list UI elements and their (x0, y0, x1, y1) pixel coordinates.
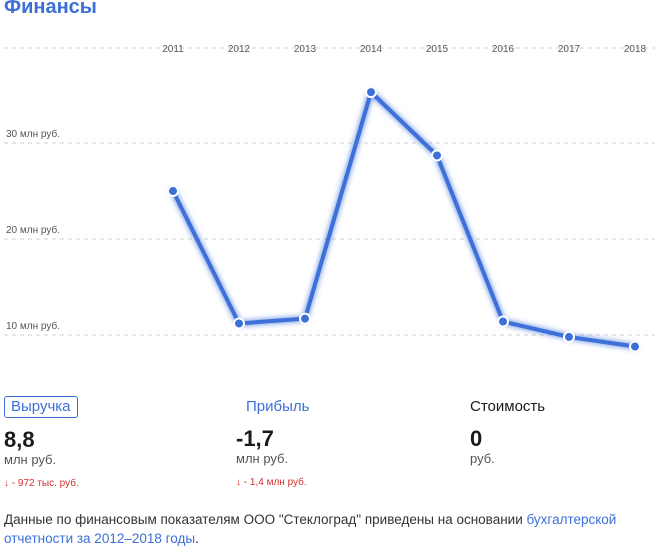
metric-profit: Прибыль -1,7 млн руб. ↓ - 1,4 млн руб. (236, 397, 310, 488)
profit-unit: млн руб. (236, 451, 289, 466)
profit-change: ↓ - 1,4 млн руб. (236, 477, 307, 488)
cost-value: 0 (470, 426, 483, 451)
series-line (171, 90, 637, 349)
x-tick-label: 2017 (558, 44, 581, 55)
metric-cost: Стоимость 0 руб. (470, 397, 545, 467)
data-point[interactable] (629, 340, 641, 353)
footer-note: Данные по финансовым показателям ООО "Ст… (4, 510, 654, 548)
grid (4, 47, 655, 336)
footer-text: Данные по финансовым показателям ООО "Ст… (4, 512, 527, 527)
x-tick-label: 2012 (228, 44, 251, 55)
page-title: Финансы (4, 0, 97, 18)
axis-labels: 10 млн руб. 20 млн руб. 30 млн руб. 2011 201… (6, 44, 647, 332)
accounting-report-link[interactable]: бухгалтерской отчетности за 2012–2018 го… (4, 512, 617, 546)
data-point[interactable] (563, 330, 575, 343)
x-tick-label: 2014 (360, 44, 383, 55)
y-tick-label: 30 млн руб. (6, 128, 60, 140)
tab-cost[interactable]: Стоимость (470, 398, 546, 415)
data-point[interactable] (431, 149, 443, 162)
data-point[interactable] (233, 317, 245, 330)
revenue-unit: млн руб. (4, 452, 57, 467)
finance-line-chart: 10 млн руб. 20 млн руб. 30 млн руб. 2011 201… (4, 44, 655, 353)
tab-profit[interactable]: Прибыль (246, 398, 310, 415)
profit-value: -1,7 (236, 426, 274, 451)
x-tick-label: 2015 (426, 44, 449, 55)
x-tick-label: 2013 (294, 44, 317, 55)
x-tick-label: 2018 (624, 44, 647, 55)
data-point[interactable] (365, 86, 377, 99)
x-tick-label: 2016 (492, 44, 515, 55)
metric-revenue: Выручка 8,8 млн руб. ↓ - 972 тыс. руб. (4, 396, 79, 489)
cost-unit: руб. (470, 451, 495, 466)
x-tick-label: 2011 (162, 44, 184, 55)
footer-end: . (195, 531, 199, 546)
y-tick-label: 10 млн руб. (6, 320, 60, 332)
revenue-change: ↓ - 972 тыс. руб. (4, 478, 79, 489)
series (167, 86, 641, 353)
y-tick-label: 20 млн руб. (6, 224, 60, 236)
tab-revenue[interactable]: Выручка (4, 396, 78, 418)
revenue-value: 8,8 (4, 427, 35, 452)
data-point[interactable] (497, 315, 509, 328)
data-point[interactable] (299, 312, 311, 325)
data-point[interactable] (167, 185, 179, 197)
